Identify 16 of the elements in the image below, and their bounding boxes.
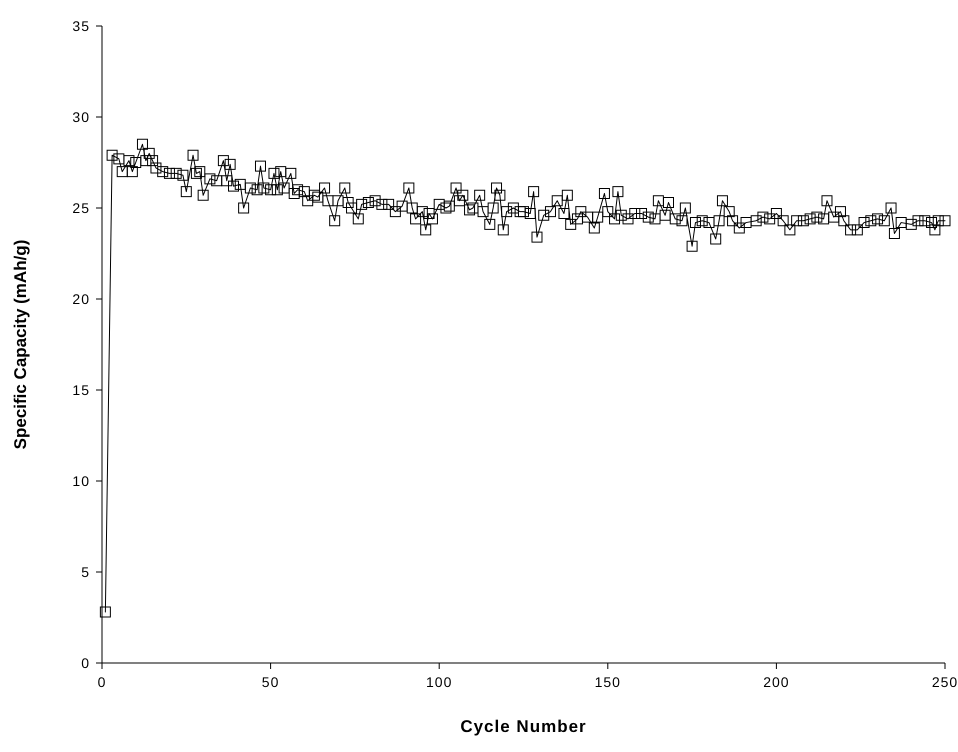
y-tick-label: 30 <box>72 108 90 125</box>
x-axis-title: Cycle Number <box>460 717 587 736</box>
x-tick-label: 50 <box>262 674 280 690</box>
y-tick-label: 5 <box>81 564 90 580</box>
x-tick-label: 100 <box>426 674 452 690</box>
x-tick-label: 200 <box>763 674 790 690</box>
y-tick-label: 20 <box>72 290 90 307</box>
y-tick-label: 15 <box>72 382 90 398</box>
y-tick-label: 25 <box>72 200 90 216</box>
y-axis-title: Specific Capacity (mAh/g) <box>11 240 30 450</box>
y-tick-label: 0 <box>81 654 90 671</box>
x-tick-label: 150 <box>594 674 621 690</box>
x-tick-label: 0 <box>98 674 106 690</box>
y-tick-label: 10 <box>72 472 90 489</box>
x-tick-label: 250 <box>932 674 958 690</box>
y-tick-label: 35 <box>72 18 90 34</box>
